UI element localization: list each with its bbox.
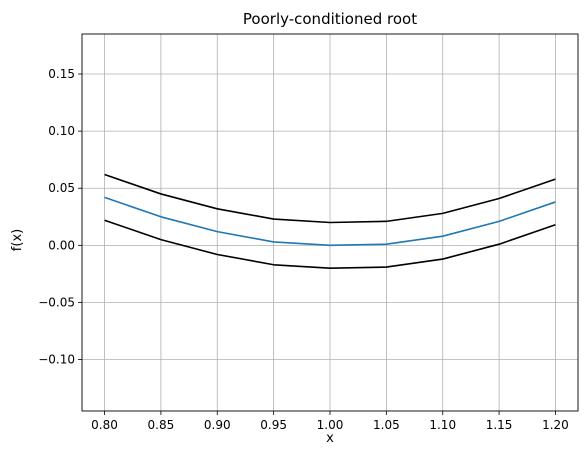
y-tick-label: 0.15 (48, 67, 75, 81)
x-tick-label: 0.90 (204, 418, 231, 432)
x-tick-label: 1.10 (429, 418, 456, 432)
chart-title: Poorly-conditioned root (243, 10, 417, 28)
x-axis-label: x (326, 431, 334, 446)
series-line-3 (104, 219, 556, 270)
y-tick-label: −0.10 (38, 353, 75, 367)
y-tick-label: 0.00 (48, 238, 75, 252)
y-tick-label: 0.05 (48, 181, 75, 195)
x-tick-label: 0.95 (260, 418, 287, 432)
y-tick-label: 0.10 (48, 124, 75, 138)
x-tick-label: 0.80 (91, 418, 118, 432)
y-ticks: −0.10 −0.05 0.00 0.05 0.10 0.15 (38, 67, 82, 367)
x-tick-label: 1.20 (542, 418, 569, 432)
x-tick-label: 0.85 (148, 418, 175, 432)
x-ticks: 0.80 0.85 0.90 0.95 1.00 1.05 1.10 1.15 1.20 (91, 411, 569, 432)
series-layer (104, 173, 556, 270)
y-axis-label: f(x) (10, 229, 25, 251)
x-tick-label: 1.15 (486, 418, 513, 432)
x-tick-label: 1.00 (317, 418, 344, 432)
y-tick-label: −0.05 (38, 295, 75, 309)
series-line-1 (104, 196, 556, 247)
series-line-2 (104, 173, 556, 224)
x-tick-label: 1.05 (373, 418, 400, 432)
